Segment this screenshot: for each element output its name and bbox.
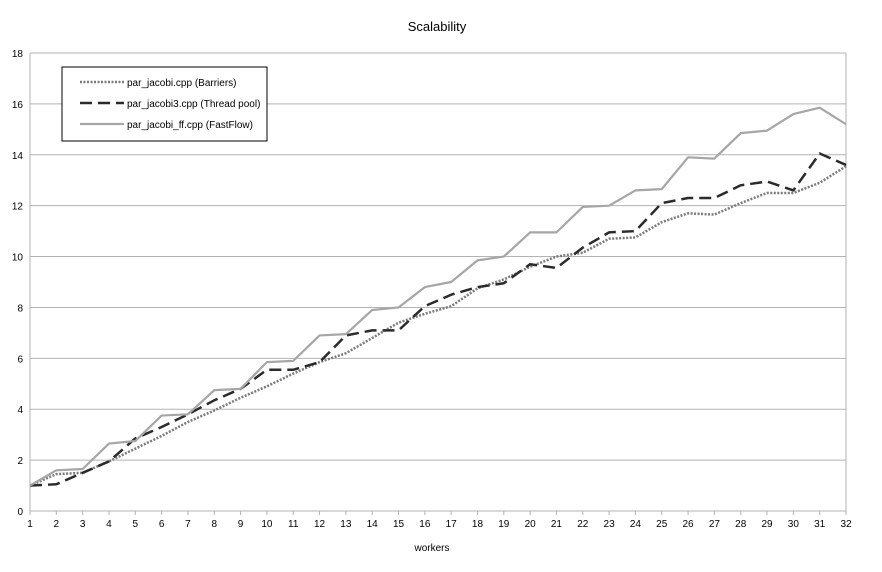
x-tick-label: 1 [27, 519, 33, 530]
legend-box [61, 66, 268, 142]
series-lines [29, 106, 847, 487]
x-tick-label: 7 [185, 519, 191, 530]
x-tick-label: 18 [472, 519, 484, 530]
x-tick-label: 28 [735, 519, 747, 530]
x-axis-label: workers [413, 543, 449, 554]
legend: par_jacobi.cpp (Barriers) par_jacobi3.cpp… [61, 66, 268, 142]
x-tick-label: 16 [419, 519, 431, 530]
x-tick-label: 13 [340, 519, 352, 530]
y-tick-label: 18 [12, 49, 24, 60]
series-line-1 [29, 165, 847, 487]
y-tick-label: 6 [17, 354, 23, 365]
x-tick-label: 12 [314, 519, 326, 530]
x-tick-label: 17 [446, 519, 458, 530]
x-tick-label: 31 [814, 519, 826, 530]
x-tick-label: 11 [288, 519, 299, 530]
x-tick-label: 27 [709, 519, 721, 530]
x-tick-label: 32 [840, 519, 852, 530]
x-tick-label: 26 [683, 519, 695, 530]
x-tick-label: 20 [525, 519, 537, 530]
y-tick-label: 16 [12, 100, 24, 111]
legend-label-2: par_jacobi3.cpp (Thread pool) [127, 99, 260, 110]
chart-title: Scalability [408, 19, 467, 34]
y-tick-label: 8 [17, 303, 23, 314]
x-tick-label: 3 [80, 519, 86, 530]
y-tick-label: 2 [17, 456, 23, 467]
x-tick-label: 29 [761, 519, 773, 530]
x-tick-label: 21 [551, 519, 563, 530]
legend-label-1: par_jacobi.cpp (Barriers) [127, 78, 237, 89]
y-tick-label: 10 [12, 253, 24, 264]
x-tick-label: 2 [54, 519, 60, 530]
y-tick-label: 4 [17, 405, 23, 416]
x-tick-label: 5 [133, 519, 139, 530]
x-tick-label: 19 [498, 519, 510, 530]
grid-lines [30, 52, 846, 512]
legend-label-3: par_jacobi_ff.cpp (FastFlow) [127, 120, 253, 131]
x-tick-label: 9 [238, 519, 244, 530]
series-line-2 [29, 152, 847, 487]
x-tick-label: 8 [211, 519, 217, 530]
y-tick-label: 14 [12, 151, 24, 162]
x-tick-label: 6 [159, 519, 165, 530]
x-tick-label: 4 [106, 519, 112, 530]
x-tick-label: 25 [656, 519, 668, 530]
x-tick-label: 24 [630, 519, 642, 530]
x-tick-label: 10 [261, 519, 273, 530]
x-tick-label: 14 [367, 519, 379, 530]
y-tick-label: 0 [17, 507, 23, 518]
series-line-3 [29, 106, 847, 487]
x-tick-label: 22 [577, 519, 589, 530]
y-tick-label: 12 [12, 202, 24, 213]
x-tick-label: 23 [604, 519, 616, 530]
x-tick-label: 15 [393, 519, 405, 530]
x-tick-label: 30 [788, 519, 800, 530]
